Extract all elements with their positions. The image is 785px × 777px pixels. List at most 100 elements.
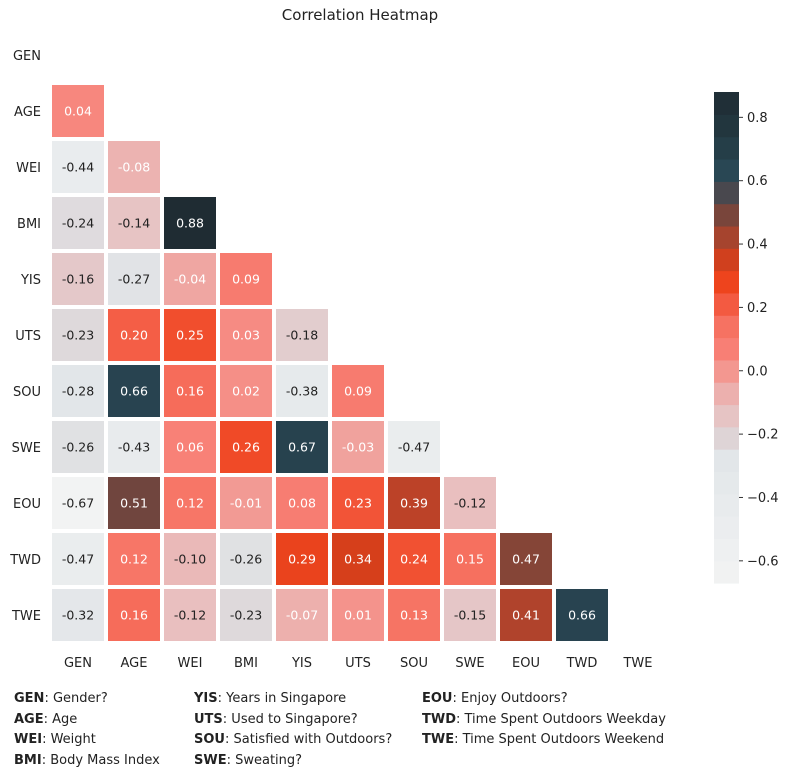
cell-value-label: 0.24 <box>400 552 428 567</box>
legend-abbreviation: SOU <box>194 732 225 747</box>
colorbar-tick-label: 0.0 <box>747 364 768 379</box>
legend-description: : Body Mass Index <box>41 752 160 768</box>
heatmap-cell <box>108 253 160 305</box>
cell-value-label: 0.01 <box>344 608 372 623</box>
legend-item: AGE: Age <box>14 710 160 731</box>
heatmap-cell <box>52 533 104 585</box>
heatmap-cell <box>164 309 216 361</box>
colorbar-segment <box>714 382 739 406</box>
y-tick-label: AGE <box>14 105 41 120</box>
cell-value-label: 0.34 <box>344 552 372 567</box>
legend-description: : Weight <box>42 732 96 747</box>
cell-value-label: 0.47 <box>512 552 540 567</box>
colorbar-segment <box>714 203 739 227</box>
cell-value-label: 0.66 <box>568 608 596 623</box>
legend-abbreviation: WEI <box>14 732 43 747</box>
cell-value-label: 0.04 <box>64 104 92 119</box>
heatmap-cell <box>556 589 608 641</box>
heatmap-cell <box>276 365 328 417</box>
heatmap-cell <box>164 589 216 641</box>
cell-value-label: -0.28 <box>62 384 94 399</box>
legend-description: : Time Spent Outdoors Weekend <box>454 732 665 747</box>
heatmap-cell <box>52 253 104 305</box>
heatmap-cell <box>444 533 496 585</box>
y-tick-label: UTS <box>15 329 41 344</box>
heatmap-cell <box>164 477 216 529</box>
cell-value-label: -0.23 <box>62 328 94 343</box>
colorbar-segment <box>714 92 739 115</box>
x-tick-label: EOU <box>512 656 540 671</box>
heatmap-cell <box>52 309 104 361</box>
heatmap-cell <box>388 589 440 641</box>
legend-description: : Age <box>43 711 78 727</box>
colorbar-segment <box>714 270 739 294</box>
legend-item: EOU: Enjoy Outdoors? <box>422 689 666 710</box>
legend-item: YIS: Years in Singapore <box>194 689 392 710</box>
heatmap-cell <box>108 589 160 641</box>
cell-value-label: 0.39 <box>400 496 428 511</box>
cell-value-label: -0.44 <box>62 160 94 175</box>
colorbar-segment <box>714 181 739 205</box>
cell-value-label: 0.25 <box>176 328 204 343</box>
cell-value-label: -0.18 <box>286 328 318 343</box>
cell-value-label: 0.08 <box>288 496 316 511</box>
cell-value-label: -0.67 <box>62 496 94 511</box>
x-tick-label: SOU <box>400 656 428 671</box>
heatmap-cell <box>108 141 160 193</box>
legend-abbreviation: AGE <box>14 711 44 727</box>
legend-column: EOU: Enjoy Outdoors? TWD: Time Spent Outd… <box>422 689 666 751</box>
cell-value-label: 0.20 <box>120 328 148 343</box>
y-tick-label: SWE <box>12 441 41 456</box>
colorbar-segment <box>714 404 739 428</box>
heatmap-cell <box>388 533 440 585</box>
heatmap-cell <box>276 533 328 585</box>
heatmap-cell <box>388 477 440 529</box>
cell-value-label: -0.12 <box>454 496 486 511</box>
heatmap-cell <box>108 421 160 473</box>
colorbar-tick-label: −0.2 <box>747 428 779 443</box>
heatmap-cell <box>276 421 328 473</box>
heatmap-cell <box>220 589 272 641</box>
cell-value-label: 0.26 <box>232 440 260 455</box>
heatmap-cell <box>332 421 384 473</box>
cell-value-label: -0.26 <box>230 552 262 567</box>
heatmap-cell <box>108 309 160 361</box>
colorbar-segment <box>714 493 739 517</box>
legend-description: : Years in Singapore <box>217 691 347 706</box>
colorbar-segment <box>714 136 739 160</box>
legend-item: TWD: Time Spent Outdoors Weekday <box>422 710 666 731</box>
heatmap-cell <box>276 477 328 529</box>
cell-value-label: 0.12 <box>176 496 204 511</box>
legend-description: : Enjoy Outdoors? <box>452 691 568 706</box>
legend-item: GEN: Gender? <box>14 689 160 710</box>
colorbar-tick-label: 0.6 <box>747 174 768 189</box>
cell-value-label: 0.23 <box>344 496 372 511</box>
colorbar-segment <box>714 315 739 339</box>
cell-value-label: 0.16 <box>176 384 204 399</box>
legend-item: SWE: Sweating? <box>194 751 392 772</box>
y-tick-label: YIS <box>20 273 41 288</box>
colorbar-segment <box>714 471 739 495</box>
colorbar-segment <box>714 359 739 383</box>
x-tick-label: WEI <box>178 656 203 671</box>
legend-item: BMI: Body Mass Index <box>14 751 160 772</box>
heatmap-cell <box>164 533 216 585</box>
y-tick-label: BMI <box>17 217 41 232</box>
cell-value-label: 0.67 <box>288 440 316 455</box>
x-tick-label: YIS <box>291 656 312 671</box>
heatmap-cell <box>220 309 272 361</box>
colorbar-tick-label: −0.6 <box>747 554 779 569</box>
x-tick-label: SWE <box>455 656 484 671</box>
colorbar-segment <box>714 538 739 562</box>
heatmap-cell <box>332 365 384 417</box>
legend-item: SOU: Satisfied with Outdoors? <box>194 730 392 751</box>
colorbar-segment <box>714 516 739 539</box>
cell-value-label: -0.27 <box>118 272 150 287</box>
legend-abbreviation: TWE <box>422 732 455 747</box>
heatmap-cell <box>388 421 440 473</box>
y-tick-label: SOU <box>13 385 41 400</box>
legend-description: : Gender? <box>44 691 108 706</box>
colorbar-segment <box>714 225 739 249</box>
colorbar-segment <box>714 449 739 473</box>
legend-item: TWE: Time Spent Outdoors Weekend <box>422 730 666 751</box>
